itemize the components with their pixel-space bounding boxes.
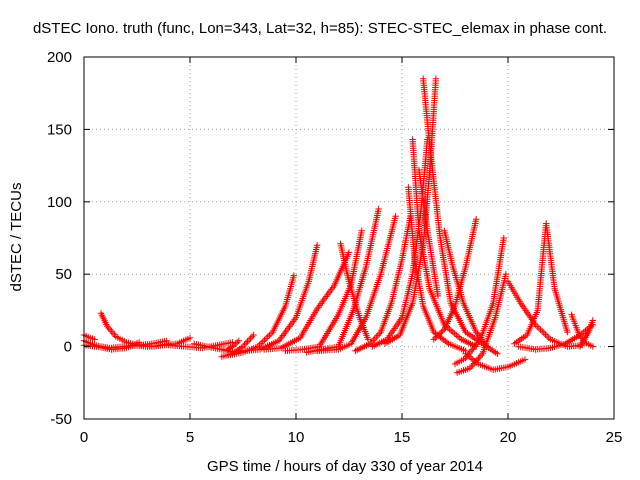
data-series [462, 350, 529, 373]
data-point-markers [576, 317, 596, 350]
x-tick-label: 5 [186, 429, 194, 446]
x-tick-label: 25 [606, 429, 623, 446]
x-tick-label: 20 [500, 429, 517, 446]
y-tick-label: 200 [47, 49, 72, 66]
y-tick-label: 100 [47, 194, 72, 211]
data-point-markers [222, 337, 242, 355]
data-series [261, 249, 353, 353]
data-series [405, 184, 469, 355]
grid [84, 57, 614, 419]
data-point-markers [511, 220, 571, 347]
y-axis-label: dSTEC / TECUs [8, 183, 25, 292]
plot-frame [83, 56, 615, 420]
data-series [352, 213, 414, 355]
x-tick-label: 10 [288, 429, 305, 446]
data-series [576, 317, 596, 350]
y-tick-label: 50 [55, 266, 72, 283]
x-axis-label: GPS time / hours of day 330 of year 2014 [207, 458, 483, 475]
data-point-markers [352, 213, 414, 355]
data-series [420, 75, 490, 350]
data-point-markers [282, 227, 365, 355]
data-point-markers [405, 184, 469, 355]
data-point-markers [420, 75, 490, 350]
data-series [239, 242, 321, 355]
axis-ticks: 0 5 10 15 20 25 -50 0 50 100 150 200 [47, 49, 622, 446]
data-point-markers [303, 205, 382, 356]
data-point-markers [415, 166, 442, 300]
data-series [303, 205, 382, 356]
x-tick-label: 15 [394, 429, 411, 446]
data-series [409, 136, 480, 350]
y-tick-label: -50 [50, 411, 72, 428]
data-series [415, 166, 442, 300]
y-tick-label: 0 [64, 339, 72, 356]
data-point-markers [261, 249, 353, 353]
data-point-markers [239, 242, 321, 355]
data-series [222, 337, 242, 355]
data-point-markers [409, 136, 480, 350]
data-series [511, 220, 571, 347]
data-series [282, 227, 365, 355]
data-points [80, 75, 596, 376]
y-tick-label: 150 [47, 121, 72, 138]
x-tick-label: 0 [80, 429, 88, 446]
data-series [441, 227, 501, 357]
chart-title: dSTEC Iono. truth (func, Lon=343, Lat=32… [33, 20, 607, 37]
data-point-markers [462, 350, 529, 373]
data-point-markers [337, 240, 372, 343]
data-series [337, 240, 372, 343]
data-point-markers [441, 227, 501, 357]
